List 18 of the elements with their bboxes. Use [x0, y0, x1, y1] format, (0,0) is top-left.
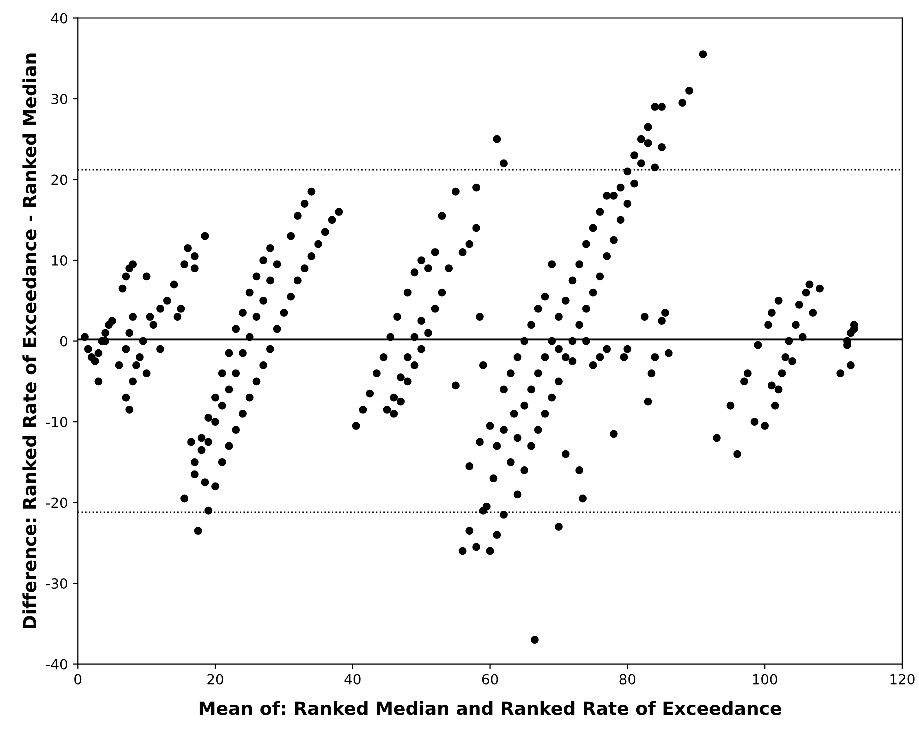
y-tick-label: 20 — [52, 174, 68, 186]
y-tick-label: -40 — [46, 659, 68, 670]
x-axis-title: Mean of: Ranked Median and Ranked Rate of Exceedance — [200, 701, 782, 716]
x-tick-label: 80 — [620, 674, 636, 685]
y-tick-label: 40 — [51, 13, 68, 24]
x-tick-label: 60 — [482, 674, 498, 685]
x-tick-label: 100 — [753, 674, 778, 685]
y-tick-label: 10 — [52, 255, 68, 266]
x-tick-label: 40 — [344, 674, 361, 685]
y-tick-label: -30 — [46, 578, 68, 590]
y-tick-label: -10 — [46, 417, 68, 428]
y-axis-title: Difference: Ranked Rate of Exceedance - Ranked Median — [22, 54, 37, 628]
x-tick-label: 120 — [890, 674, 915, 685]
y-tick-label: 30 — [52, 94, 68, 104]
x-tick-label: 0 — [74, 674, 82, 685]
y-tick-label: 0 — [60, 336, 68, 347]
y-tick-label: -20 — [46, 498, 68, 508]
x-tick-label: 20 — [208, 674, 224, 685]
